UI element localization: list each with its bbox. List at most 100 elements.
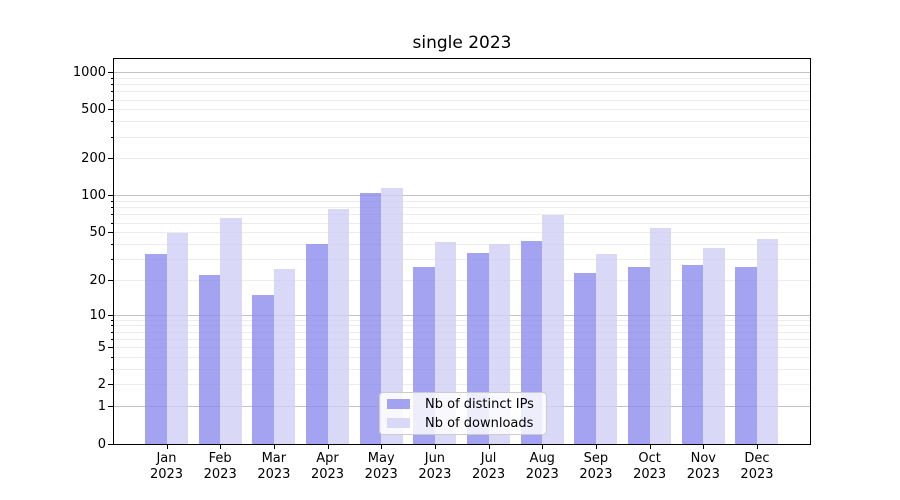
x-tick-label: Jan 2023 xyxy=(149,451,184,482)
x-tick xyxy=(595,444,597,449)
bar-distinct-ips-may xyxy=(359,193,382,444)
bar-downloads-oct xyxy=(649,227,672,444)
x-tick-label: Jul 2023 xyxy=(472,451,506,482)
gridline-minor xyxy=(114,91,810,93)
bar-distinct-ips-feb xyxy=(198,275,221,444)
y-tick xyxy=(108,384,114,386)
gridline-minor xyxy=(114,222,810,224)
x-tick-label: Jun 2023 xyxy=(418,451,452,482)
gridline-minor xyxy=(114,77,810,79)
bar-downloads-jan xyxy=(166,232,188,444)
gridline-minor xyxy=(114,384,810,386)
gridline-minor xyxy=(114,214,810,216)
gridline-minor xyxy=(114,99,810,101)
bar-downloads-mar xyxy=(273,268,296,444)
y-minor-tick xyxy=(110,258,114,260)
y-tick-label: 200 xyxy=(81,151,106,167)
gridline-minor xyxy=(114,121,810,123)
y-tick-label: 2 xyxy=(97,377,106,393)
x-tick xyxy=(327,444,329,449)
y-tick xyxy=(108,347,114,349)
x-tick-label: Nov 2023 xyxy=(686,451,720,482)
x-tick xyxy=(649,444,651,449)
y-tick xyxy=(108,314,114,316)
y-minor-tick xyxy=(110,121,114,123)
bar-distinct-ips-oct xyxy=(628,266,650,444)
gridline-minor xyxy=(114,356,810,358)
gridline-minor xyxy=(114,347,810,349)
y-minor-tick xyxy=(110,207,114,209)
bar-downloads-apr xyxy=(327,209,350,444)
gridline-minor xyxy=(114,232,810,234)
x-tick xyxy=(166,444,168,449)
y-minor-tick xyxy=(110,222,114,224)
bar-distinct-ips-sep xyxy=(574,273,596,444)
x-tick-label: Oct 2023 xyxy=(633,451,667,482)
gridline-minor xyxy=(114,258,810,260)
y-tick-label: 0 xyxy=(97,436,106,452)
y-tick xyxy=(108,195,114,197)
y-minor-tick xyxy=(110,91,114,93)
y-minor-tick xyxy=(110,136,114,138)
gridline-major xyxy=(114,314,810,316)
bar-distinct-ips-mar xyxy=(252,294,274,444)
y-tick xyxy=(108,279,114,281)
bar-downloads-dec xyxy=(756,239,779,444)
x-tick xyxy=(220,444,222,449)
x-tick xyxy=(488,444,490,449)
legend-swatch-distinct-ips-icon xyxy=(387,399,410,409)
x-tick-label: May 2023 xyxy=(364,451,398,482)
gridline-minor xyxy=(114,109,810,111)
gridline-major xyxy=(114,195,810,197)
gridline-minor xyxy=(114,331,810,333)
x-tick xyxy=(756,444,758,449)
y-tick xyxy=(108,109,114,111)
chart-title: single 2023 xyxy=(412,33,512,53)
x-tick-label: Feb 2023 xyxy=(203,451,237,482)
x-tick xyxy=(273,444,275,449)
legend-item-distinct-ips: Nb of distinct IPs xyxy=(380,397,546,412)
y-minor-tick xyxy=(110,77,114,79)
bar-downloads-nov xyxy=(703,248,725,444)
legend-label-downloads: Nb of downloads xyxy=(425,415,534,431)
y-minor-tick xyxy=(110,325,114,327)
y-minor-tick xyxy=(110,201,114,203)
y-tick xyxy=(108,443,114,445)
bar-downloads-may xyxy=(381,187,403,444)
gridline-minor xyxy=(114,368,810,370)
gridline-minor xyxy=(114,325,810,327)
y-minor-tick xyxy=(110,338,114,340)
x-tick-label: Sep 2023 xyxy=(579,451,613,482)
legend-item-downloads: Nb of downloads xyxy=(380,416,546,431)
y-tick-label: 1 xyxy=(97,399,106,415)
y-minor-tick xyxy=(110,84,114,86)
gridline-minor xyxy=(114,319,810,321)
y-tick xyxy=(108,72,114,74)
legend-swatch-downloads-icon xyxy=(387,418,410,428)
bar-distinct-ips-apr xyxy=(306,244,328,444)
x-tick xyxy=(542,444,544,449)
bar-distinct-ips-nov xyxy=(681,264,704,444)
y-tick-label: 50 xyxy=(89,225,106,241)
gridline-minor xyxy=(114,136,810,138)
x-tick-label: Aug 2023 xyxy=(525,451,559,482)
gridline-minor xyxy=(114,201,810,203)
y-minor-tick xyxy=(110,356,114,358)
x-tick xyxy=(703,444,705,449)
gridline-minor xyxy=(114,243,810,245)
legend: Nb of distinct IPs Nb of downloads xyxy=(379,392,547,435)
bar-downloads-feb xyxy=(220,218,242,444)
bar-distinct-ips-dec xyxy=(735,266,757,444)
y-tick xyxy=(108,158,114,160)
legend-label-distinct-ips: Nb of distinct IPs xyxy=(425,396,534,412)
y-minor-tick xyxy=(110,99,114,101)
y-minor-tick xyxy=(110,243,114,245)
gridline-minor xyxy=(114,279,810,281)
y-tick-label: 10 xyxy=(89,307,106,323)
y-minor-tick xyxy=(110,331,114,333)
y-tick-label: 1000 xyxy=(72,65,106,81)
x-tick-label: Dec 2023 xyxy=(740,451,774,482)
x-tick xyxy=(434,444,436,449)
y-tick-label: 5 xyxy=(97,340,106,356)
